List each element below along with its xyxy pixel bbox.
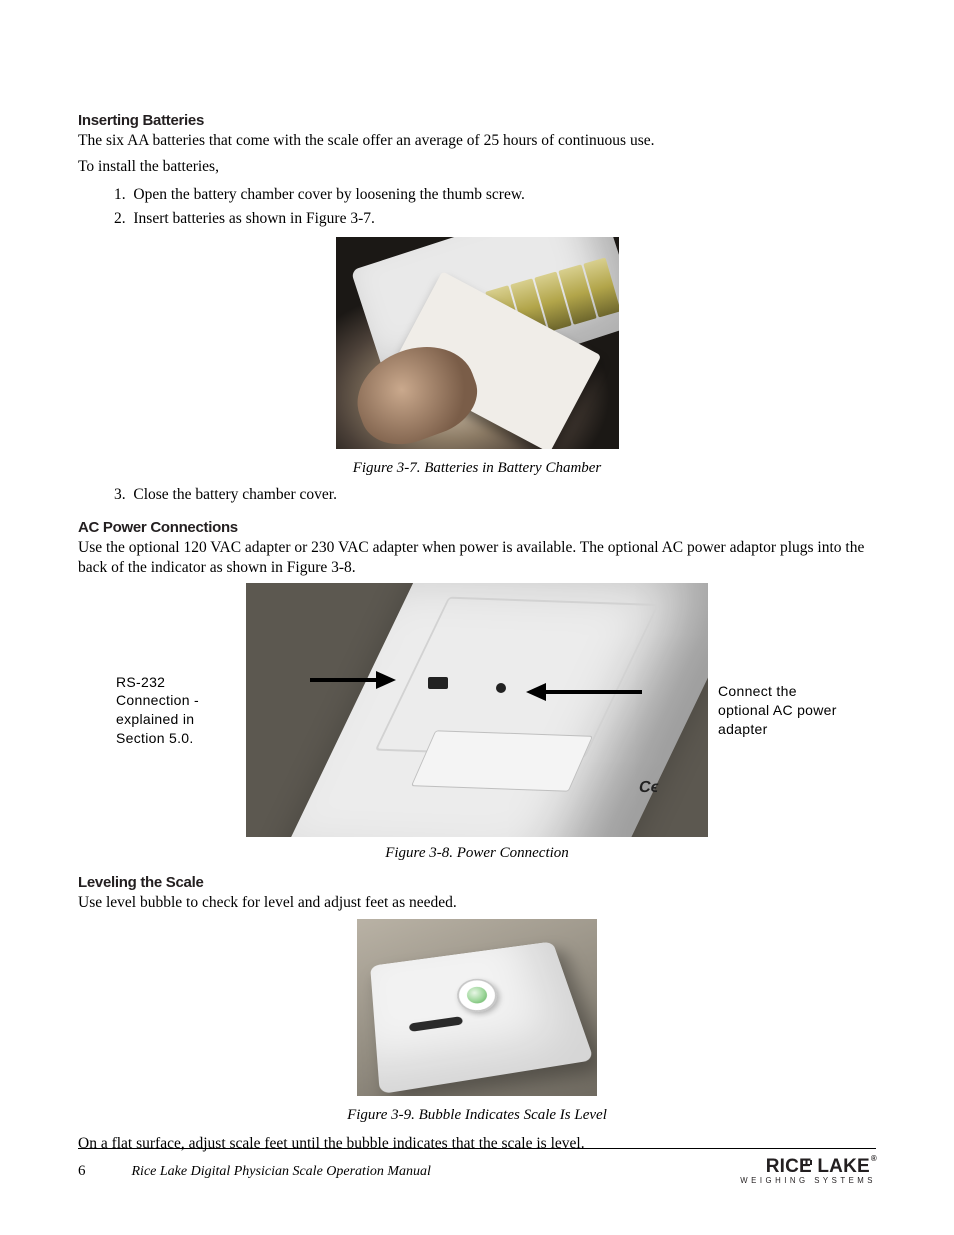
list-item: 1. Open the battery chamber cover by loo… <box>114 183 876 207</box>
level-bubble-photo <box>357 919 597 1096</box>
list-item: 2. Insert batteries as shown in Figure 3… <box>114 207 876 231</box>
para: Use level bubble to check for level and … <box>78 893 876 913</box>
steps-list: 1. Open the battery chamber cover by loo… <box>114 183 876 231</box>
ce-mark: Cϵ <box>637 779 659 797</box>
heading-leveling: Leveling the Scale <box>78 874 876 891</box>
figure-caption: Figure 3-8. Power Connection <box>78 845 876 862</box>
callout-right: Connect the optional AC power adapter <box>718 682 838 739</box>
callout-left: RS-232 Connection - explained in Section… <box>116 673 236 749</box>
para: To install the batteries, <box>78 157 876 177</box>
figure-caption: Figure 3-9. Bubble Indicates Scale Is Le… <box>78 1107 876 1124</box>
arrow-right-icon <box>526 683 546 701</box>
heading-inserting-batteries: Inserting Batteries <box>78 112 876 129</box>
step-number: 1. <box>114 186 126 203</box>
figure-3-9: Figure 3-9. Bubble Indicates Scale Is Le… <box>78 919 876 1124</box>
arrow-left-icon <box>376 671 396 689</box>
logo-text: RICE LAKE <box>766 1156 870 1177</box>
heading-ac-power: AC Power Connections <box>78 519 876 536</box>
page-number: 6 <box>78 1163 86 1180</box>
logo-subtext: WEIGHING SYSTEMS <box>740 1177 876 1185</box>
para: Use the optional 120 VAC adapter or 230 … <box>78 538 876 578</box>
step-number: 3. <box>114 486 126 503</box>
steps-list: 3. Close the battery chamber cover. <box>114 483 876 507</box>
figure-3-8-row: RS-232 Connection - explained in Section… <box>78 583 876 837</box>
step-text: Insert batteries as shown in Figure 3-7. <box>133 210 375 227</box>
battery-chamber-photo <box>336 237 619 449</box>
figure-3-7: Figure 3-7. Batteries in Battery Chamber <box>78 237 876 477</box>
step-text: Close the battery chamber cover. <box>133 486 337 503</box>
document-page: Inserting Batteries The six AA batteries… <box>0 0 954 1235</box>
manual-title: Rice Lake Digital Physician Scale Operat… <box>132 1164 431 1180</box>
list-item: 3. Close the battery chamber cover. <box>114 483 876 507</box>
registered-icon: ® <box>871 1154 877 1163</box>
power-connection-photo: Cϵ <box>246 583 708 837</box>
figure-caption: Figure 3-7. Batteries in Battery Chamber <box>78 460 876 477</box>
para: The six AA batteries that come with the … <box>78 131 876 151</box>
page-footer: 6 Rice Lake Digital Physician Scale Oper… <box>78 1148 876 1185</box>
rice-lake-logo: RICE LAKE® WEIGHING SYSTEMS <box>740 1157 876 1185</box>
step-number: 2. <box>114 210 126 227</box>
step-text: Open the battery chamber cover by loosen… <box>133 186 525 203</box>
footer-rule <box>78 1148 876 1149</box>
